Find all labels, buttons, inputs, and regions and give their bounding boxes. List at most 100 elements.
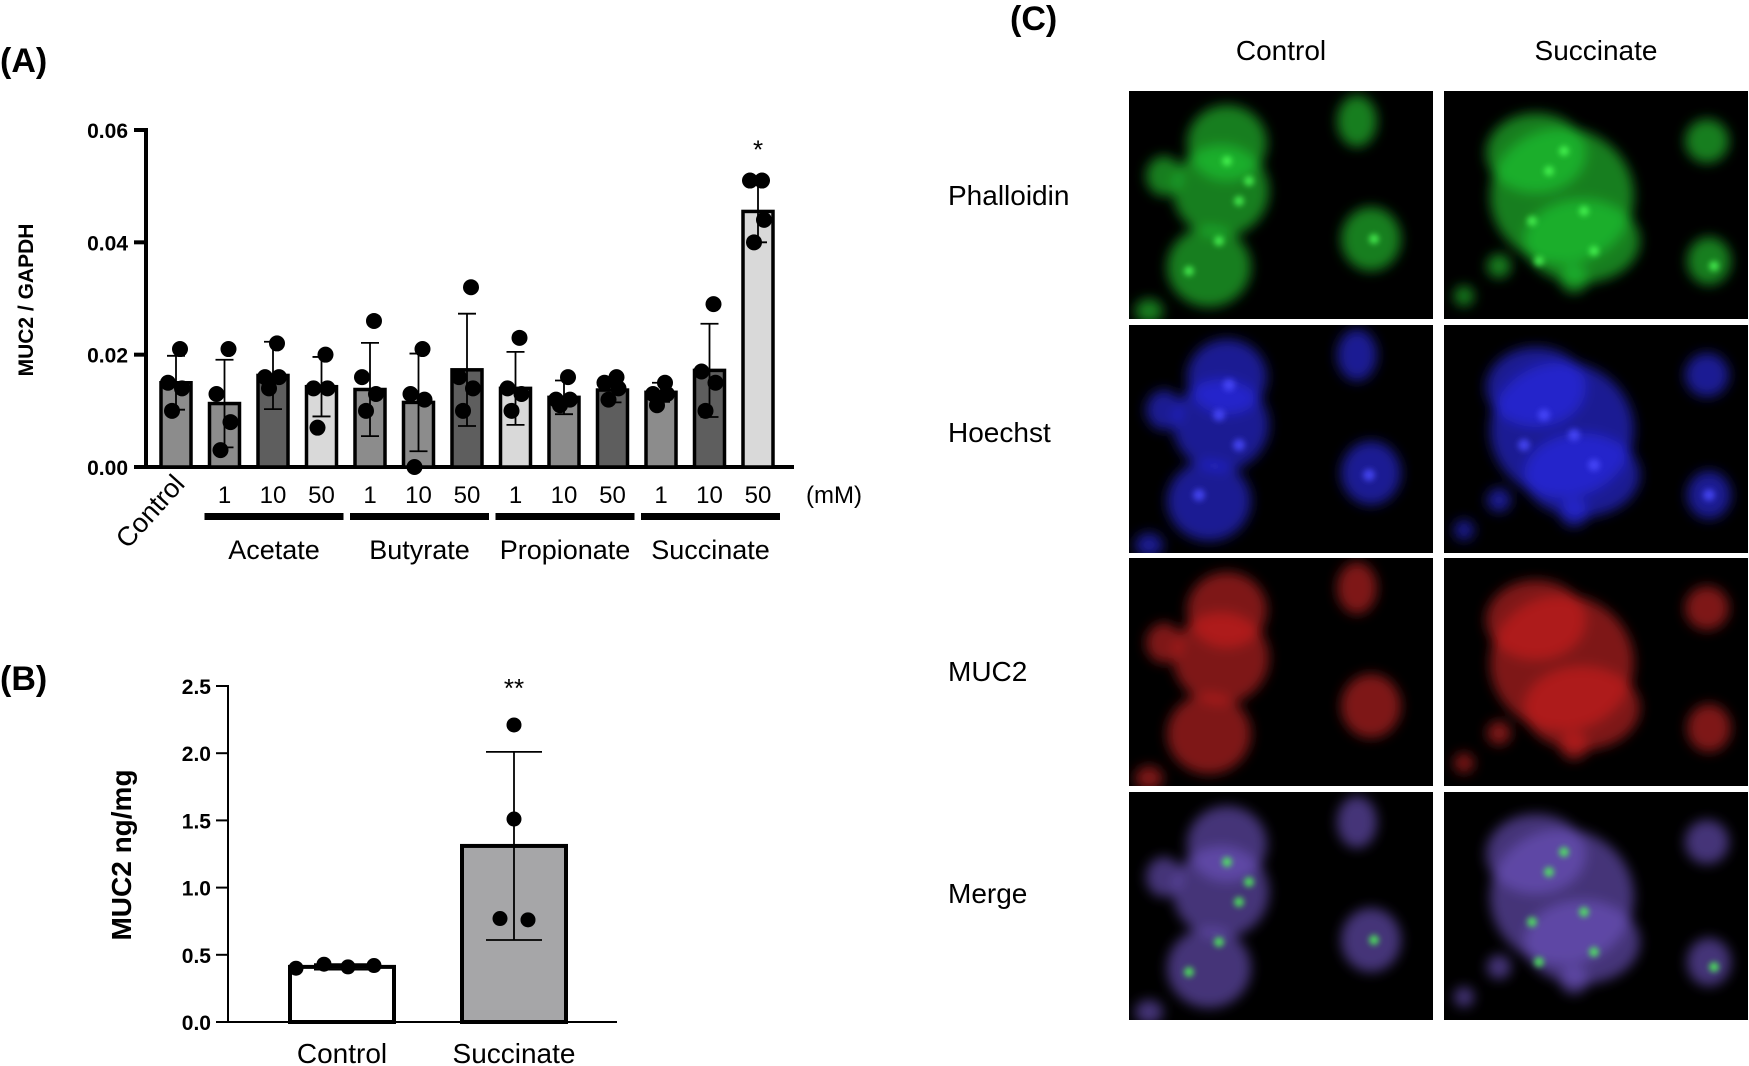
chart-a-data-point (552, 397, 568, 414)
speckle (1709, 962, 1719, 972)
stained-cell (1486, 113, 1586, 193)
stained-cell (1173, 612, 1269, 704)
chart-a-group-label: Butyrate (369, 535, 470, 565)
speckle (1233, 439, 1245, 451)
stained-cell (1135, 299, 1163, 319)
stained-cell (1487, 721, 1511, 745)
chart-a-xtick-label: 10 (405, 482, 432, 509)
stained-cell (1146, 390, 1182, 430)
micrograph-content (1135, 796, 1401, 1020)
stained-cell (1687, 938, 1731, 986)
speckle (1222, 857, 1232, 867)
stained-cell (1524, 199, 1640, 283)
stained-cell (1560, 499, 1588, 527)
speckle (1538, 409, 1550, 421)
chart-a-data-point (455, 402, 471, 419)
chart-a-group-label: Propionate (500, 535, 631, 565)
stained-cell (1687, 704, 1731, 752)
chart-a-data-point (560, 369, 576, 386)
stained-cell (1487, 955, 1511, 979)
chart-a-ytick-label: 0.06 (87, 120, 128, 143)
micrograph-speckles (1184, 156, 1379, 276)
micrograph-stain (1135, 562, 1401, 786)
micrograph-merge-succinate (1444, 792, 1748, 1020)
chart-b-ytick-label: 0.0 (182, 1012, 211, 1035)
chart-b-data-point (316, 956, 332, 972)
chart-a-xtick-label: 1 (218, 482, 231, 509)
chart-b-bar (288, 964, 396, 1024)
stained-cell (1167, 928, 1251, 1008)
stained-cell (1337, 562, 1377, 614)
stained-cell (1173, 145, 1269, 237)
chart-a-data-point (220, 341, 237, 358)
micrograph-merge-control (1129, 792, 1433, 1020)
chart-a-group-label: Acetate (228, 535, 320, 565)
micrograph-speckles (1184, 857, 1379, 977)
row-label-merge: Merge (948, 878, 1027, 909)
speckle (1527, 917, 1537, 927)
stained-cell (1486, 347, 1586, 427)
speckle (1527, 216, 1537, 226)
stained-cell (1146, 857, 1182, 897)
chart-a-xtick-label: 50 (308, 482, 335, 509)
speckle (1534, 256, 1544, 266)
chart-a-ylabel: MUC2 / GAPDH (15, 224, 38, 377)
chart-a-data-point (354, 369, 370, 386)
chart-a-group-bracket (641, 513, 780, 520)
speckle (1579, 206, 1589, 216)
micrograph-speckles (1518, 409, 1715, 501)
speckle (1184, 266, 1194, 276)
speckle (1589, 246, 1599, 256)
speckle (1588, 459, 1600, 471)
chart-a-xtick-label: 1 (654, 482, 667, 509)
stained-cell (1524, 666, 1640, 750)
chart-a-data-point (414, 341, 431, 358)
stained-cell (1685, 353, 1729, 397)
micrograph-grid (1129, 91, 1748, 1020)
chart-b-ytick-label: 0.5 (182, 945, 212, 968)
stained-cell (1454, 753, 1474, 773)
stained-cell (1524, 433, 1640, 517)
micrograph-stain (1135, 796, 1401, 1020)
chart-b-data-point (492, 911, 508, 927)
chart-a-xtick-label: 1 (509, 482, 522, 509)
chart-a-data-point (451, 369, 467, 386)
micrograph-stain (1135, 329, 1401, 553)
speckle (1214, 236, 1224, 246)
chart-a-data-point (174, 380, 190, 397)
micrograph-content (1135, 329, 1401, 553)
speckle (1214, 937, 1224, 947)
stained-cell (1685, 820, 1729, 864)
micrograph-phalloidin-control (1129, 91, 1433, 319)
stained-cell (1560, 265, 1588, 293)
row-label-muc2: MUC2 (948, 656, 1027, 687)
stained-cell (1685, 119, 1729, 163)
chart-b-xtick-label: Succinate (453, 1038, 576, 1066)
stained-cell (1337, 95, 1377, 147)
chart-a-xtick-label: 10 (551, 482, 578, 509)
chart-a-xtick-label: 1 (363, 482, 376, 509)
panel-a-letter: (A) (0, 42, 47, 80)
stained-cell (1454, 286, 1474, 306)
chart-a-data-point (271, 369, 287, 386)
chart-a-data-point (610, 380, 627, 397)
micrograph-phalloidin-succinate (1444, 91, 1748, 319)
chart-b-data-point (366, 958, 382, 974)
chart-a-xtick-label: 50 (745, 482, 772, 509)
chart-a-data-point (600, 391, 617, 408)
chart-a-xtick-label: 50 (599, 482, 626, 509)
chart-b-data-point (506, 811, 522, 827)
speckle (1369, 935, 1379, 945)
micrograph-hoechst-control (1129, 325, 1433, 553)
micrograph-hoechst-succinate (1444, 325, 1748, 553)
micrograph-muc2-control (1129, 558, 1433, 786)
chart-a-data-point (164, 402, 180, 419)
micrograph-content (1454, 814, 1731, 1007)
speckle (1568, 429, 1580, 441)
stained-cell (1337, 329, 1377, 381)
speckle (1223, 379, 1235, 391)
chart-a-data-point (742, 172, 758, 189)
chart-a-data-point (222, 414, 239, 431)
stained-cell (1167, 694, 1251, 774)
stained-cell (1167, 461, 1251, 541)
